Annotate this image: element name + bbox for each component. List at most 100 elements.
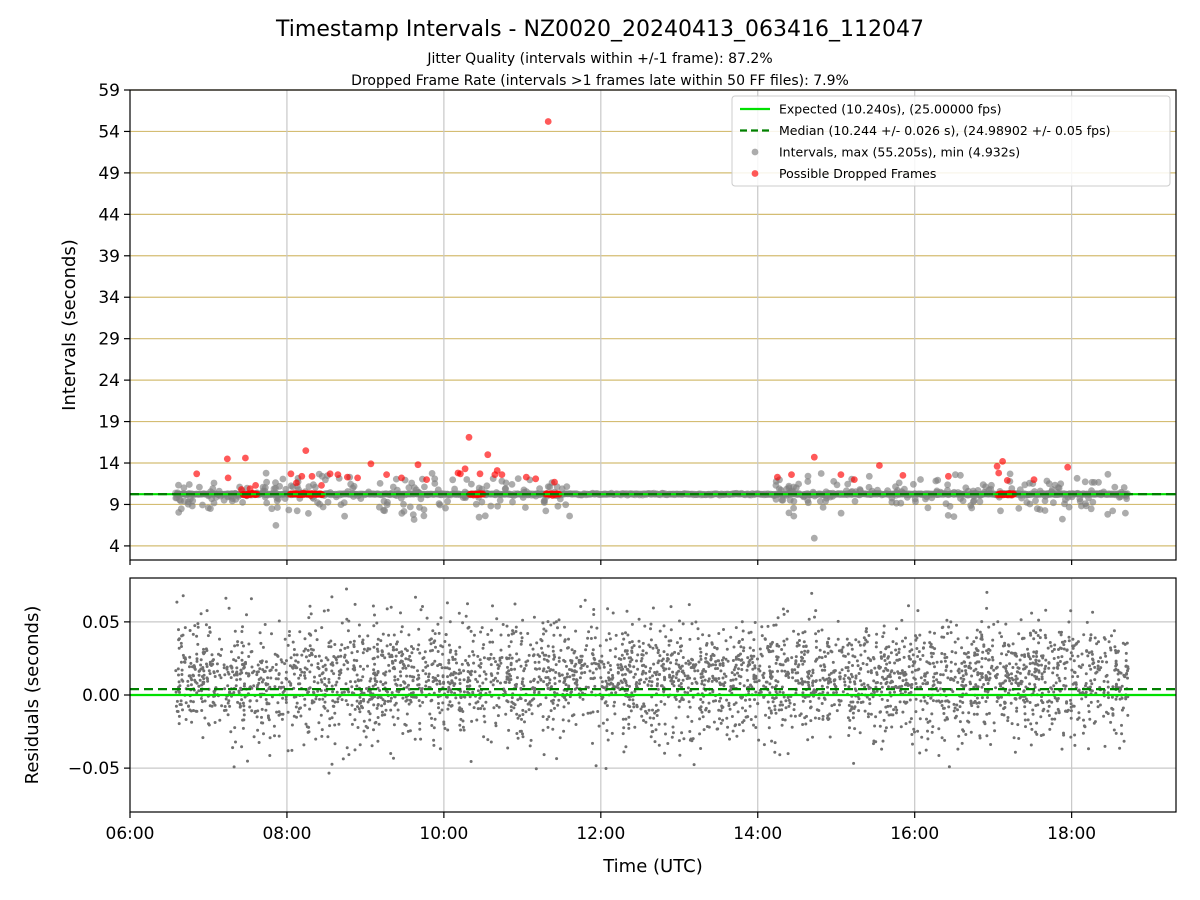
dropped-frame-point [876,462,883,469]
residual-point [215,662,219,666]
residual-point [928,662,932,666]
residual-point [520,639,524,643]
residual-point [462,678,466,682]
residual-point [437,689,441,693]
residual-point [389,708,393,712]
interval-point [215,487,223,495]
interval-point [478,498,486,506]
residual-point [421,700,425,704]
residual-point [620,653,624,657]
residual-point [632,702,636,706]
interval-point [1085,494,1092,502]
residual-point [1062,647,1066,651]
residual-point [260,659,264,663]
residual-point [1107,696,1110,700]
residual-point [711,674,715,678]
residual-point [484,677,488,681]
residual-point [514,630,518,633]
interval-point [1076,495,1084,503]
interval-point [772,496,780,503]
residual-point [528,744,532,748]
residual-point [478,674,482,678]
residual-point [320,626,324,630]
residual-point [898,685,901,689]
residual-point [644,709,647,713]
residual-point [340,698,344,702]
residual-point [437,631,441,635]
interval-point [481,512,489,520]
residual-point [358,695,362,699]
residual-point [562,729,566,733]
residual-point [644,720,648,724]
residual-point [494,724,498,728]
residual-point [931,699,935,703]
residual-point [621,673,624,677]
residual-point [931,652,935,655]
residual-point [688,705,692,709]
residual-point [663,702,667,706]
residual-point [383,702,386,706]
residual-point [827,637,831,641]
residual-point [900,669,904,673]
residual-point [773,704,777,708]
residual-point [323,683,327,686]
residual-point [292,648,296,651]
residual-point [1024,676,1028,680]
residual-point [1050,717,1054,721]
residual-point [940,736,944,740]
residual-point [312,680,316,684]
residual-point [694,620,698,624]
residual-point [376,655,380,659]
residual-point [688,637,692,641]
interval-point [1059,515,1066,523]
residual-point [721,664,725,667]
residual-point [519,642,523,646]
residual-point [392,723,396,727]
residual-point [417,673,421,677]
interval-point [357,495,365,502]
residual-point [529,703,533,707]
residual-point [549,709,553,713]
residual-point [405,712,409,716]
residual-point [923,672,927,676]
residual-point [199,658,203,662]
residual-point [843,674,847,677]
residual-point [686,674,690,678]
residual-point [1072,704,1076,708]
residual-point [1071,646,1075,650]
residual-point [539,678,543,682]
residual-point [320,734,324,738]
residual-point [231,670,235,674]
residual-point [201,651,205,654]
residual-point [526,659,530,663]
interval-point [411,484,418,491]
residual-point [664,732,667,736]
residual-point [729,685,733,688]
residual-point [575,656,579,660]
residual-point [824,655,827,658]
residual-point [992,668,996,672]
residual-point [631,698,635,702]
residual-point [302,743,306,747]
residual-point [499,661,503,665]
residual-point [748,646,752,650]
residual-point [1020,653,1024,657]
residual-point [754,715,758,719]
residual-point [856,700,860,704]
interval-point [204,504,212,512]
residual-point [1070,654,1074,658]
residual-point [542,632,545,636]
residual-point [385,644,389,648]
residual-point [829,671,833,675]
residual-point [1120,723,1123,727]
residual-point [678,753,682,757]
residual-point [410,645,413,648]
residual-point [365,687,368,691]
residual-point [630,658,634,662]
residual-point [909,717,913,721]
residual-point [773,750,777,754]
residual-point [679,682,683,685]
residual-point [1057,648,1060,651]
residual-point [306,648,310,652]
residual-point [991,644,994,648]
